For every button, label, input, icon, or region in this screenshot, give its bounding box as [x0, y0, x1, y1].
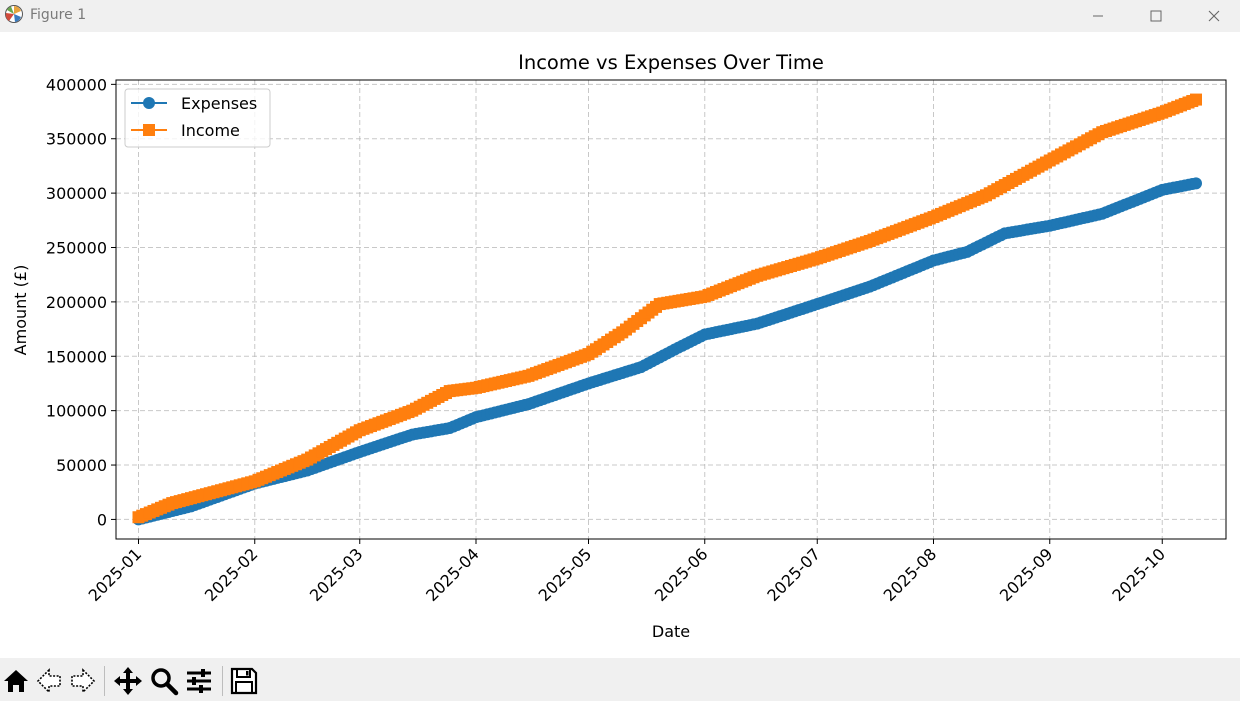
legend-label-income: Income	[181, 121, 240, 140]
y-tick-label: 400000	[46, 75, 107, 94]
plot-frame	[115, 79, 1227, 540]
x-tick-label: 2025-01	[85, 544, 146, 605]
configure-subplots-button[interactable]	[183, 664, 215, 698]
maximize-button[interactable]	[1127, 0, 1185, 32]
window-titlebar: Figure 1	[0, 0, 1240, 32]
figure-canvas[interactable]: 0 50000 100000 150000 200000 250000 300000 3500…	[0, 32, 1240, 658]
x-tick-label: 2025-04	[422, 544, 483, 605]
y-tick-label: 200000	[46, 293, 107, 312]
home-icon	[4, 670, 28, 692]
toolbar-separator	[222, 666, 223, 696]
forward-arrow-icon	[71, 668, 96, 694]
y-axis-ticks: 0 50000 100000 150000 200000 250000 300000 3500…	[46, 75, 116, 529]
x-tick-label: 2025-08	[880, 544, 941, 605]
zoom-icon	[151, 668, 179, 696]
x-tick-label: 2025-09	[996, 544, 1057, 605]
y-axis-label: Amount (£)	[11, 265, 30, 356]
close-icon	[1208, 10, 1220, 22]
home-button[interactable]	[0, 664, 32, 698]
data-point	[1190, 93, 1202, 106]
series-income	[132, 93, 1202, 524]
legend-marker-expenses	[143, 97, 155, 109]
series-layer	[132, 93, 1202, 526]
y-tick-label: 50000	[56, 456, 107, 475]
data-point	[1190, 177, 1202, 190]
minimize-icon	[1093, 15, 1103, 17]
x-tick-label: 2025-05	[535, 544, 596, 605]
legend: Expenses Income	[124, 88, 271, 148]
chart-title: Income vs Expenses Over Time	[518, 51, 824, 74]
close-button[interactable]	[1185, 0, 1240, 32]
x-tick-label: 2025-07	[763, 544, 824, 605]
y-tick-label: 0	[97, 510, 107, 529]
legend-marker-income	[143, 124, 155, 136]
maximize-icon	[1150, 10, 1162, 22]
x-tick-label: 2025-06	[651, 544, 712, 605]
zoom-button[interactable]	[148, 664, 180, 698]
toolbar-separator	[104, 666, 105, 696]
save-icon	[230, 667, 258, 695]
pan-button[interactable]	[112, 664, 144, 698]
forward-button[interactable]	[67, 664, 99, 698]
x-tick-label: 2025-02	[201, 544, 262, 605]
legend-label-expenses: Expenses	[181, 94, 257, 113]
matplotlib-logo-icon	[5, 5, 23, 23]
sliders-icon	[187, 669, 211, 693]
x-axis-ticks: 2025-01 2025-02 2025-03 2025-04 2025-05 2025-…	[85, 539, 1169, 605]
window-title: Figure 1	[30, 7, 87, 23]
back-arrow-icon	[36, 668, 61, 694]
x-tick-label: 2025-03	[306, 544, 367, 605]
save-button[interactable]	[228, 664, 260, 698]
x-axis-label: Date	[652, 622, 690, 641]
y-tick-label: 350000	[46, 130, 107, 149]
y-tick-label: 300000	[46, 184, 107, 203]
y-tick-label: 150000	[46, 347, 107, 366]
move-icon	[114, 667, 142, 695]
back-button[interactable]	[33, 664, 65, 698]
y-tick-label: 250000	[46, 239, 107, 258]
y-tick-label: 100000	[46, 402, 107, 421]
line-chart: 0 50000 100000 150000 200000 250000 300000 3500…	[11, 51, 1227, 641]
x-tick-label: 2025-10	[1108, 544, 1169, 605]
minimize-button[interactable]	[1069, 0, 1127, 32]
